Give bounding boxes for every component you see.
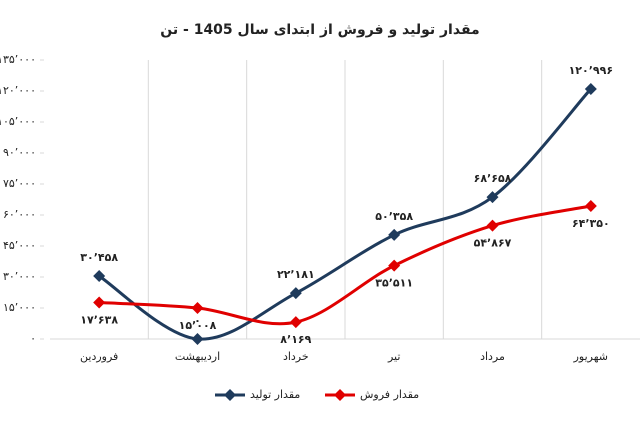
y-tick-label: ۱۰۵٬۰۰۰ (0, 115, 36, 128)
data-label: ۰ (194, 314, 201, 327)
x-tick-label: اردیبهشت (175, 350, 220, 363)
data-label: ۳۰٬۴۵۸ (80, 251, 118, 264)
data-label: ۵۰٬۳۵۸ (375, 210, 413, 223)
point-marker (93, 270, 106, 283)
y-tick-label: ۱۵٬۰۰۰ (3, 301, 36, 314)
point-marker (191, 301, 204, 314)
y-tick-label: ۶۰٬۰۰۰ (3, 208, 36, 221)
chart-title: مقدار تولید و فروش از ابتدای سال 1405 - … (160, 22, 479, 38)
data-label: ۸٬۱۶۹ (280, 333, 311, 346)
point-marker (93, 296, 106, 309)
legend-marker (224, 389, 236, 401)
point-marker (388, 259, 401, 272)
legend-label: مقدار فروش (360, 388, 419, 401)
x-tick-label: شهریور (573, 350, 608, 363)
point-marker (388, 228, 401, 241)
point-marker (584, 82, 597, 95)
data-label: ۶۴٬۳۵۰ (572, 217, 610, 230)
y-tick-label: ۳۰٬۰۰۰ (3, 270, 36, 283)
point-marker (486, 191, 499, 204)
x-tick-label: خرداد (283, 350, 309, 363)
x-tick-label: تیر (387, 350, 400, 363)
point-marker (191, 333, 204, 345)
y-tick-label: ۴۵٬۰۰۰ (3, 239, 36, 252)
point-marker (289, 316, 302, 329)
point-marker (486, 219, 499, 232)
y-tick-label: ۷۵٬۰۰۰ (3, 177, 36, 190)
series-line (98, 87, 592, 341)
legend-marker (334, 389, 346, 401)
point-marker (584, 200, 597, 213)
data-label: ۶۸٬۶۵۸ (474, 172, 512, 185)
y-tick-label: ۹۰٬۰۰۰ (3, 146, 36, 159)
data-label: ۳۵٬۵۱۱ (375, 277, 413, 290)
x-tick-label: مرداد (480, 350, 505, 363)
x-tick-label: فروردین (80, 350, 118, 363)
data-label: ۲۲٬۱۸۱ (277, 268, 315, 281)
data-label: ۱۷٬۶۳۸ (80, 314, 118, 327)
y-tick-label: ۱۳۵٬۰۰۰ (0, 53, 36, 66)
data-label: ۱۲۰٬۹۹۶ (569, 64, 613, 77)
data-label: ۵۴٬۸۶۷ (474, 237, 512, 250)
data-label: ۱۵٬۰۰۸ (179, 319, 217, 332)
y-tick-label: ۰ (30, 332, 36, 345)
point-marker (289, 287, 302, 300)
y-tick-label: ۱۲۰٬۰۰۰ (0, 84, 36, 97)
legend-label: مقدار تولید (250, 388, 300, 401)
